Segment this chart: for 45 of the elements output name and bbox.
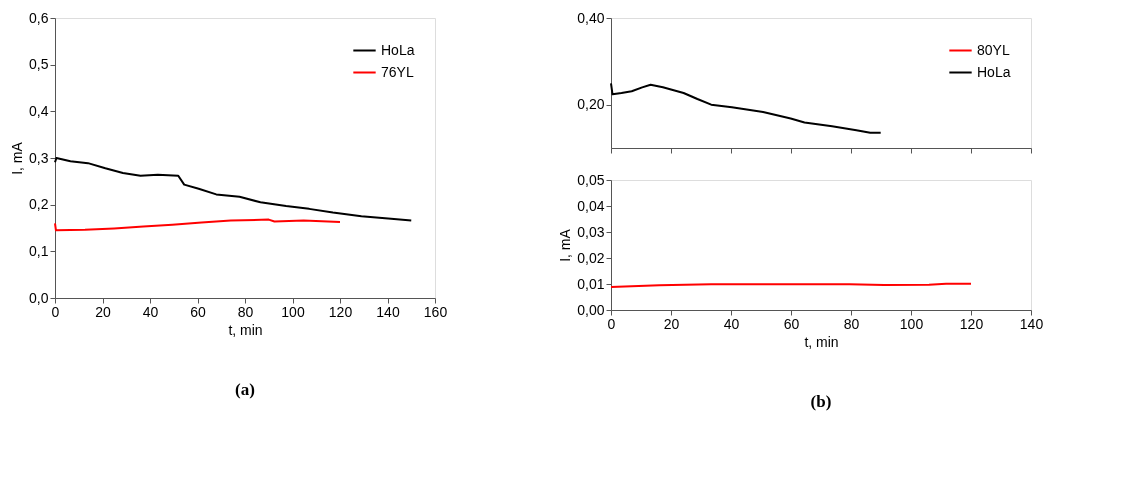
y-tick-label: 0,4 xyxy=(29,102,49,119)
x-tick-label: 40 xyxy=(142,303,159,320)
x-tick-label: 40 xyxy=(723,315,740,332)
legend-label: HoLa xyxy=(977,63,1011,80)
y-tick-label: 0,1 xyxy=(29,242,49,259)
line-series xyxy=(610,82,882,134)
legend-label: 80YL xyxy=(977,41,1010,58)
y-axis-title: I, mA xyxy=(557,228,574,262)
x-tick-label: 0 xyxy=(607,315,616,332)
legend-label: 76YL xyxy=(381,63,414,80)
line-series xyxy=(54,157,413,222)
x-tick-label: 20 xyxy=(95,303,111,320)
x-axis-title: t, min xyxy=(228,321,263,338)
text: (b) xyxy=(810,392,832,411)
x-tick-label: 80 xyxy=(843,315,860,332)
x-tick-label: 80 xyxy=(237,303,254,320)
x-axis-title: t, min xyxy=(804,333,839,350)
y-tick-label: 0,03 xyxy=(577,223,605,240)
y-tick-label: 0,02 xyxy=(577,249,605,266)
x-tick-label: 100 xyxy=(281,303,305,320)
y-tick-label: 0,40 xyxy=(577,9,605,26)
y-tick-label: 0,5 xyxy=(29,56,49,73)
y-axis-title: I, mA xyxy=(9,141,26,175)
x-tick-label: 0 xyxy=(51,303,60,320)
x-tick-label: 100 xyxy=(899,315,924,332)
y-tick-label: 0,2 xyxy=(29,196,49,213)
y-tick-label: 0,05 xyxy=(577,171,605,188)
x-tick-label: 140 xyxy=(376,303,400,320)
x-tick-label: 60 xyxy=(783,315,800,332)
y-tick-label: 0,0 xyxy=(29,289,49,306)
x-tick-label: 120 xyxy=(328,303,353,320)
y-tick-label: 0,20 xyxy=(577,96,605,113)
x-tick-label: 20 xyxy=(663,315,680,332)
y-tick-label: 0,00 xyxy=(577,301,605,318)
x-tick-label: 160 xyxy=(423,303,448,320)
y-tick-label: 0,3 xyxy=(29,149,49,166)
x-tick-label: 60 xyxy=(190,303,206,320)
legend-label: HoLa xyxy=(381,41,415,58)
x-tick-label: 120 xyxy=(959,315,984,332)
line-series xyxy=(54,218,341,232)
y-tick-label: 0,04 xyxy=(577,197,605,214)
x-tick-label: 140 xyxy=(1019,315,1044,332)
y-tick-label: 0,6 xyxy=(29,9,49,26)
text: (a) xyxy=(235,380,255,399)
y-tick-label: 0,01 xyxy=(577,275,605,292)
